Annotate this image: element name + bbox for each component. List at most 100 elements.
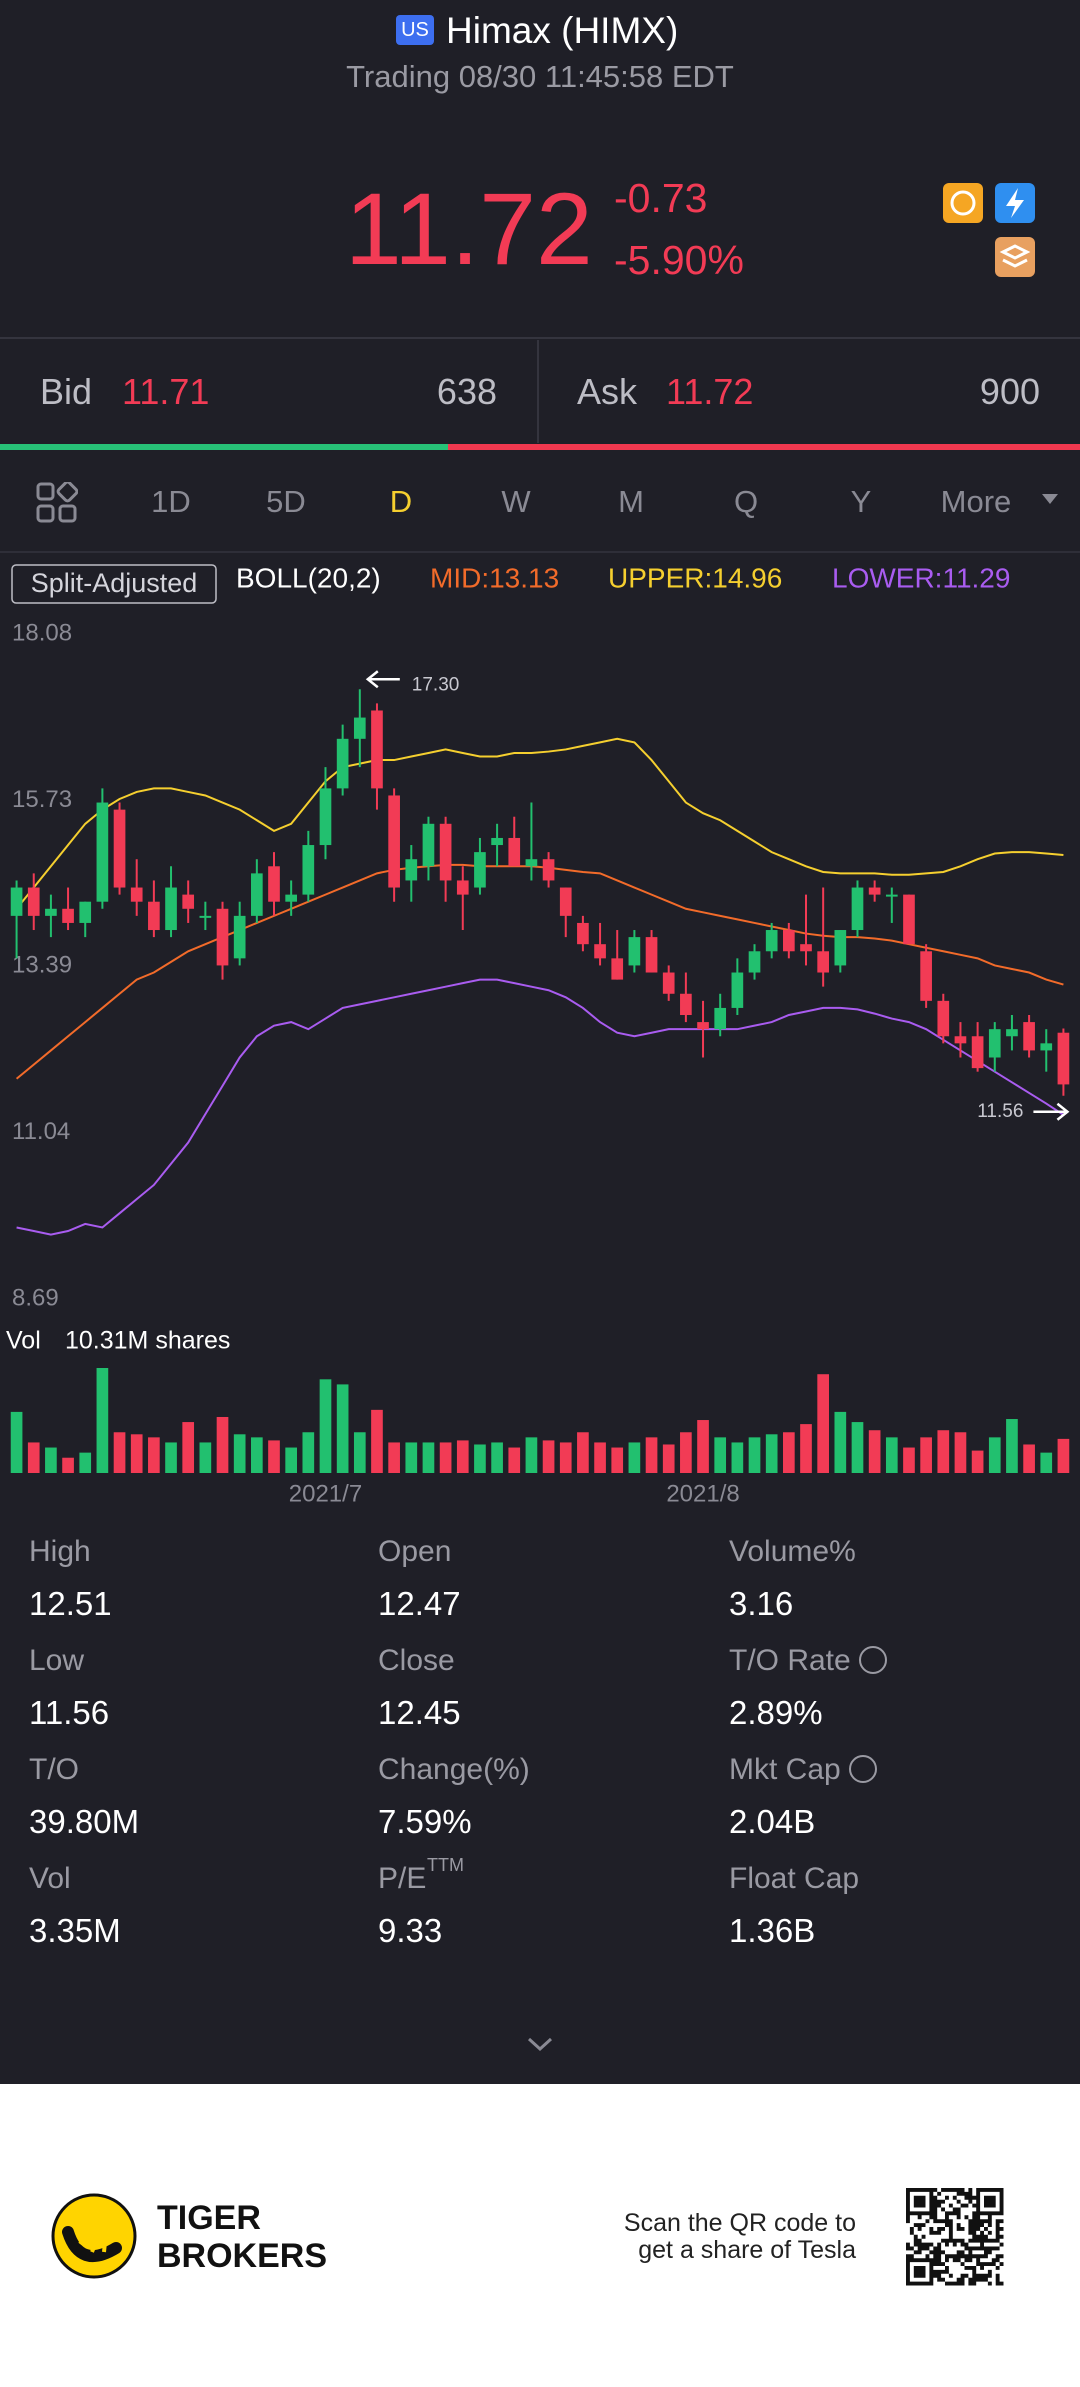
candle-body — [851, 887, 864, 931]
icon — [1006, 188, 1024, 218]
volume-bar — [165, 1442, 177, 1473]
candle-body — [920, 951, 932, 1001]
high-arrow — [365, 670, 400, 689]
candle-body — [525, 859, 538, 867]
candle-body — [559, 887, 572, 916]
volume-bar — [130, 1434, 143, 1473]
stat-value: 7.59% — [378, 1803, 472, 1840]
legend-entry: LOWER:11.29 — [832, 562, 1010, 593]
period-tab[interactable]: D — [389, 484, 413, 519]
stat-value: 12.51 — [29, 1585, 112, 1622]
candle-body — [130, 887, 143, 902]
bid-label: Bid — [40, 371, 93, 412]
period-tab[interactable]: Y — [850, 484, 872, 519]
volume-bar — [491, 1442, 503, 1473]
stat-label: Float Cap — [729, 1862, 860, 1895]
volume-bar — [594, 1442, 606, 1473]
volume-bar — [559, 1442, 572, 1473]
candle-body — [834, 930, 847, 966]
low-arrow — [1033, 1102, 1070, 1121]
candle-body — [199, 915, 212, 918]
candle-body — [954, 1036, 967, 1044]
quote-panel — [0, 0, 1080, 2084]
period-tab[interactable]: Q — [733, 484, 759, 519]
volume-bar — [697, 1420, 709, 1473]
volume-bar — [508, 1447, 521, 1473]
candle-body — [594, 944, 606, 959]
layout-icon[interactable] — [36, 482, 78, 524]
icon — [999, 244, 1031, 268]
period-tab[interactable]: W — [501, 484, 531, 519]
volume-bar — [851, 1422, 864, 1473]
volume-bar — [645, 1437, 658, 1473]
volume-bar — [525, 1437, 538, 1473]
brand-logo — [51, 2193, 137, 2279]
candle-body — [662, 972, 675, 994]
candle-body — [697, 1022, 709, 1030]
candle-body — [62, 908, 74, 923]
candle-body — [233, 915, 246, 959]
boll-line — [16, 978, 1064, 1236]
legend-entry: UPPER:14.96 — [608, 562, 782, 593]
stat-label: Low — [29, 1644, 85, 1677]
stat-label: Mkt Cap — [729, 1753, 841, 1786]
volume-bar — [422, 1442, 435, 1473]
volume-bar — [1006, 1419, 1018, 1473]
adjust-badge: Split-Adjusted — [31, 568, 198, 598]
y-tick-label: 18.08 — [12, 619, 72, 646]
brand-name: BROKERS — [157, 2237, 328, 2275]
volume-bar — [834, 1411, 847, 1473]
price-change: -0.73 — [614, 175, 708, 221]
stat-label: Volume% — [729, 1535, 856, 1568]
x-tick-label: 2021/7 — [289, 1480, 362, 1507]
candle-body — [148, 901, 160, 931]
stat-value: 9.33 — [378, 1912, 443, 1949]
volume-bar — [113, 1432, 126, 1473]
volume-bar — [251, 1437, 263, 1473]
candle-body — [79, 901, 92, 923]
period-tab[interactable]: 5D — [266, 484, 306, 519]
info-icon[interactable] — [859, 1646, 887, 1674]
volume-value: 10.31M shares — [65, 1327, 230, 1355]
period-tab[interactable]: 1D — [151, 484, 191, 519]
candle-body — [268, 866, 280, 902]
dropdown-caret — [1042, 494, 1058, 504]
volume-bar — [903, 1447, 915, 1473]
candle-body — [542, 859, 555, 881]
expand-chevron[interactable] — [525, 2034, 555, 2054]
volume-bar — [268, 1440, 280, 1473]
volume-bar — [319, 1379, 332, 1473]
volume-bar — [628, 1442, 641, 1473]
promo-text: Scan the QR code to — [623, 2209, 856, 2237]
candle-body — [491, 837, 503, 846]
divider — [537, 340, 539, 443]
bid-price: 11.71 — [122, 371, 210, 412]
candle-body — [319, 788, 332, 846]
period-tab[interactable]: M — [618, 484, 644, 519]
volume-bar — [680, 1432, 692, 1473]
info-icon[interactable] — [849, 1755, 877, 1783]
period-tab[interactable]: More — [940, 484, 1012, 519]
stock-title: Himax (HIMX) — [446, 10, 679, 51]
volume-bar — [45, 1447, 57, 1473]
candle-body — [868, 887, 881, 895]
volume-bar — [868, 1430, 881, 1473]
y-tick-label: 8.69 — [12, 1284, 59, 1311]
divider — [0, 551, 1080, 553]
candle-body — [903, 894, 915, 945]
indicator-name: BOLL(20,2) — [236, 562, 381, 593]
candle-body — [971, 1036, 984, 1069]
stat-label: Change(%) — [378, 1753, 530, 1786]
volume-bar — [285, 1447, 297, 1473]
stat-value: 2.04B — [729, 1803, 816, 1840]
candle-body — [405, 859, 418, 881]
candle-body — [611, 958, 624, 980]
volume-bar — [388, 1442, 400, 1473]
stat-label-sup: TTM — [427, 1855, 464, 1875]
brand-name: TIGER — [157, 2199, 261, 2237]
volume-bar — [885, 1437, 898, 1473]
divider — [0, 337, 1080, 339]
candle-body — [1006, 1029, 1018, 1037]
boll-line — [15, 737, 1064, 910]
legend-entry: MID:13.13 — [430, 562, 559, 593]
